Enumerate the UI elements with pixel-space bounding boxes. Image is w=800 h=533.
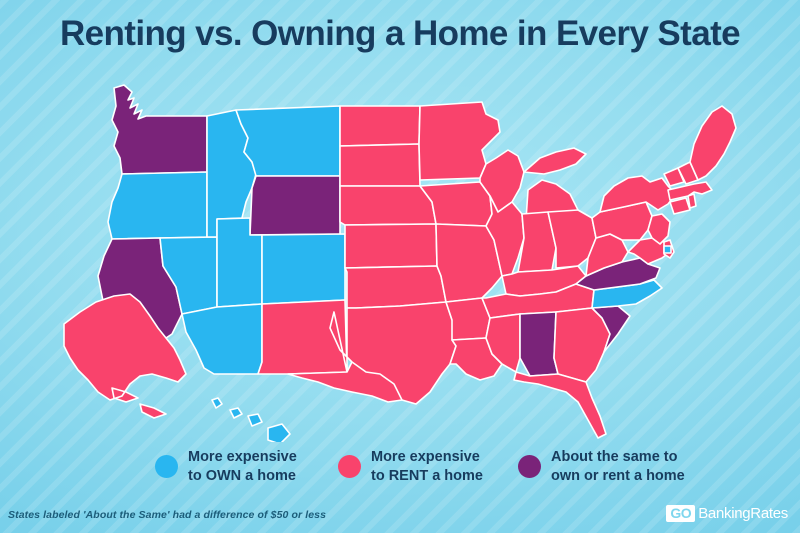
legend-swatch-same-icon [518,455,541,479]
state-HI [211,397,291,442]
logo-go-mark: GO [666,505,696,522]
state-WA [111,84,208,175]
state-RI [687,193,697,209]
logo-wordmark: BankingRates [698,505,788,522]
state-AR [445,297,491,341]
legend-label-same: About the same to own or rent a home [551,449,685,484]
state-CT [669,197,691,215]
legend-item-same[interactable]: About the same to own or rent a home [518,448,685,485]
state-FL [513,371,607,439]
footnote: States labeled 'About the Same' had a di… [8,509,327,521]
legend-item-own[interactable]: More expensive to OWN a home [155,448,297,485]
state-CO [261,233,346,305]
page-title: Renting vs. Owning a Home in Every State [59,14,741,53]
state-VT [663,167,685,187]
legend-label-own: More expensive to OWN a home [188,449,297,484]
state-MA [667,181,713,201]
state-NY [599,175,677,213]
state-SC [591,305,631,353]
state-WY [249,175,341,236]
state-AK [63,293,187,419]
state-GA [553,307,611,383]
state-OR [107,171,208,240]
us-map-svg [63,84,737,442]
state-OK [344,265,447,309]
legend-item-rent[interactable]: More expensive to RENT a home [338,448,483,485]
state-SD [339,143,421,187]
state-AZ [181,303,263,375]
legend-swatch-own-icon [155,455,178,479]
state-NJ [647,213,671,245]
state-AL [519,311,559,377]
us-choropleth-map [0,62,800,442]
state-MN [418,101,501,181]
state-DC [663,245,672,254]
state-ND [339,105,421,147]
legend-label-rent: More expensive to RENT a home [371,449,483,484]
state-KS [344,223,438,269]
state-MS [485,313,521,373]
state-NH [677,161,699,185]
state-ME [689,105,737,181]
legend-swatch-rent-icon [338,455,361,479]
gobankingrates-logo[interactable]: GO BankingRates [666,505,788,522]
state-NE [339,185,437,226]
legend: More expensive to OWN a home More expensi… [0,448,800,494]
